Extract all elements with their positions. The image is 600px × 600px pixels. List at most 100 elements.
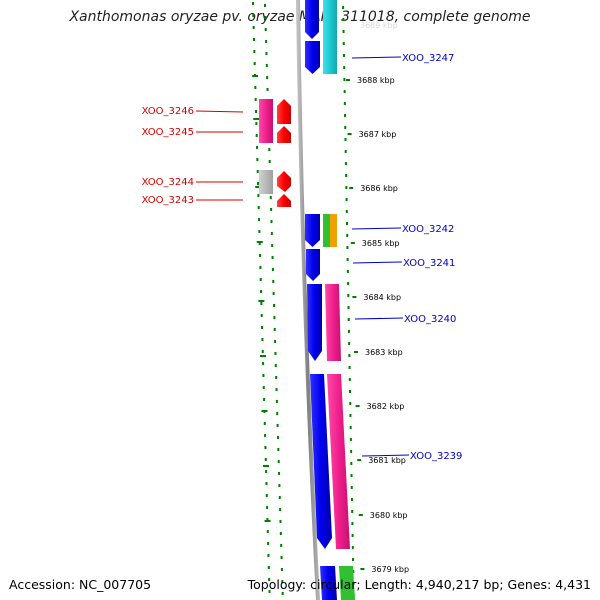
gene-xoo3245-arrow[interactable] <box>277 126 291 143</box>
gc-dot <box>349 390 352 393</box>
gene-xoo3246-cog[interactable] <box>259 99 273 143</box>
scale-tick <box>354 351 358 353</box>
gc-dot <box>273 328 276 331</box>
gc-dot <box>271 244 274 247</box>
gene-xoo3239-arrow[interactable] <box>310 374 332 549</box>
gc-dot <box>277 448 280 451</box>
gc-dot <box>351 534 354 537</box>
gc-dot <box>252 14 255 17</box>
scale-label: 3686 kbp <box>360 184 398 193</box>
gc-dot <box>255 122 258 125</box>
gene-xoo3242-cog-green[interactable] <box>323 214 330 247</box>
gc-dot <box>270 208 273 211</box>
gene-xoo3242-arrow[interactable] <box>305 214 320 247</box>
gc-dot <box>257 182 260 185</box>
gene-xoo3247-cog[interactable] <box>323 0 337 74</box>
gc-dot <box>262 386 265 389</box>
gc-dot <box>351 522 354 525</box>
gc-dot <box>273 304 275 307</box>
gc-dot <box>265 494 268 497</box>
gc-content-track <box>252 2 271 593</box>
gene-label-reverse[interactable]: XOO_3245 <box>142 127 194 138</box>
gc-dot <box>264 446 267 449</box>
gene-xoo3247-arrow[interactable] <box>305 41 320 74</box>
gc-dot <box>261 326 264 329</box>
gene-label-reverse[interactable]: XOO_3244 <box>142 177 194 188</box>
gene-xoo3243-arrow[interactable] <box>277 194 291 207</box>
gc-dot <box>267 566 270 569</box>
forward-strand-genes <box>305 0 355 600</box>
gc-dot <box>343 90 346 93</box>
gc-tick <box>261 410 268 412</box>
gene-label-reverse[interactable]: XOO_3243 <box>142 195 194 206</box>
gene-label-forward[interactable]: XOO_3247 <box>402 53 454 64</box>
gc-dot <box>352 558 355 561</box>
gene-xoo3246-arrow[interactable] <box>277 99 291 124</box>
scale-label: 3683 kbp <box>365 348 403 357</box>
scale-tick <box>349 187 354 189</box>
gc-dot <box>348 342 351 345</box>
gc-dot <box>269 196 272 199</box>
gene-label-forward[interactable]: XOO_3242 <box>402 224 454 235</box>
gene-label-leader <box>352 261 403 264</box>
gene-label-reverse[interactable]: XOO_3246 <box>142 106 194 117</box>
gc-tick <box>259 355 266 357</box>
gc-dot <box>280 544 283 547</box>
gc-dot <box>342 54 345 57</box>
gc-dot <box>346 258 349 261</box>
gene-xoo3242-cog-orange[interactable] <box>330 214 337 247</box>
gc-dot <box>276 424 279 427</box>
gc-dot <box>280 556 283 559</box>
gene-xoo3244-cog[interactable] <box>259 170 273 194</box>
scale-tick <box>358 514 363 516</box>
gc-dot <box>267 554 270 557</box>
gc-dot <box>266 506 269 509</box>
gc-dot <box>273 316 276 319</box>
gene-xoo3240-cog[interactable] <box>325 284 341 361</box>
gc-dot <box>344 162 347 165</box>
gc-tick <box>263 465 270 467</box>
gc-dot <box>267 542 270 545</box>
gc-dot <box>272 280 275 283</box>
gc-dot <box>274 364 277 367</box>
gene-label-leader <box>354 317 404 320</box>
gc-dot <box>343 66 346 69</box>
gc-dot <box>253 62 256 65</box>
reverse-strand-genes <box>259 99 291 207</box>
gc-dot <box>266 518 269 521</box>
gene-xoo3244-arrow[interactable] <box>277 171 291 192</box>
gene-label-forward[interactable]: XOO_3240 <box>404 314 456 325</box>
gc-dot <box>349 426 352 429</box>
gene-xoo3240-arrow[interactable] <box>307 284 322 361</box>
gc-dot <box>347 330 350 333</box>
gc-dot <box>278 484 281 487</box>
gc-dot <box>265 52 268 55</box>
gc-dot <box>265 64 268 67</box>
gc-dot <box>260 302 263 305</box>
gene-bottom-partial-cog[interactable] <box>339 566 355 600</box>
gc-dot <box>345 174 348 177</box>
gc-dot <box>350 462 353 465</box>
gc-dot <box>263 398 266 401</box>
gene-label-leader <box>351 56 402 59</box>
gc-dot <box>348 354 351 357</box>
gc-dot <box>346 270 349 273</box>
gc-dot <box>342 30 345 33</box>
gene-label-forward[interactable]: XOO_3239 <box>410 451 462 462</box>
gc-dot <box>256 146 259 149</box>
gc-dot <box>275 388 278 391</box>
gc-dot <box>279 508 282 511</box>
gc-dot <box>347 306 350 309</box>
gc-dot <box>259 278 262 281</box>
gc-dot <box>271 268 274 271</box>
gc-dot <box>342 6 345 9</box>
gc-dot <box>252 2 254 5</box>
gene-xoo3239-cog[interactable] <box>327 374 350 549</box>
gene-top-partial-arrow[interactable] <box>305 0 319 39</box>
gene-label-forward[interactable]: XOO_3241 <box>403 258 455 269</box>
gc-dot <box>278 472 281 475</box>
gene-label-leader <box>361 454 410 457</box>
genome-summary-label: Topology: circular; Length: 4,940,217 bp… <box>247 577 591 592</box>
gene-xoo3241-arrow[interactable] <box>306 249 320 281</box>
gene-bottom-partial-arrow[interactable] <box>320 566 337 600</box>
